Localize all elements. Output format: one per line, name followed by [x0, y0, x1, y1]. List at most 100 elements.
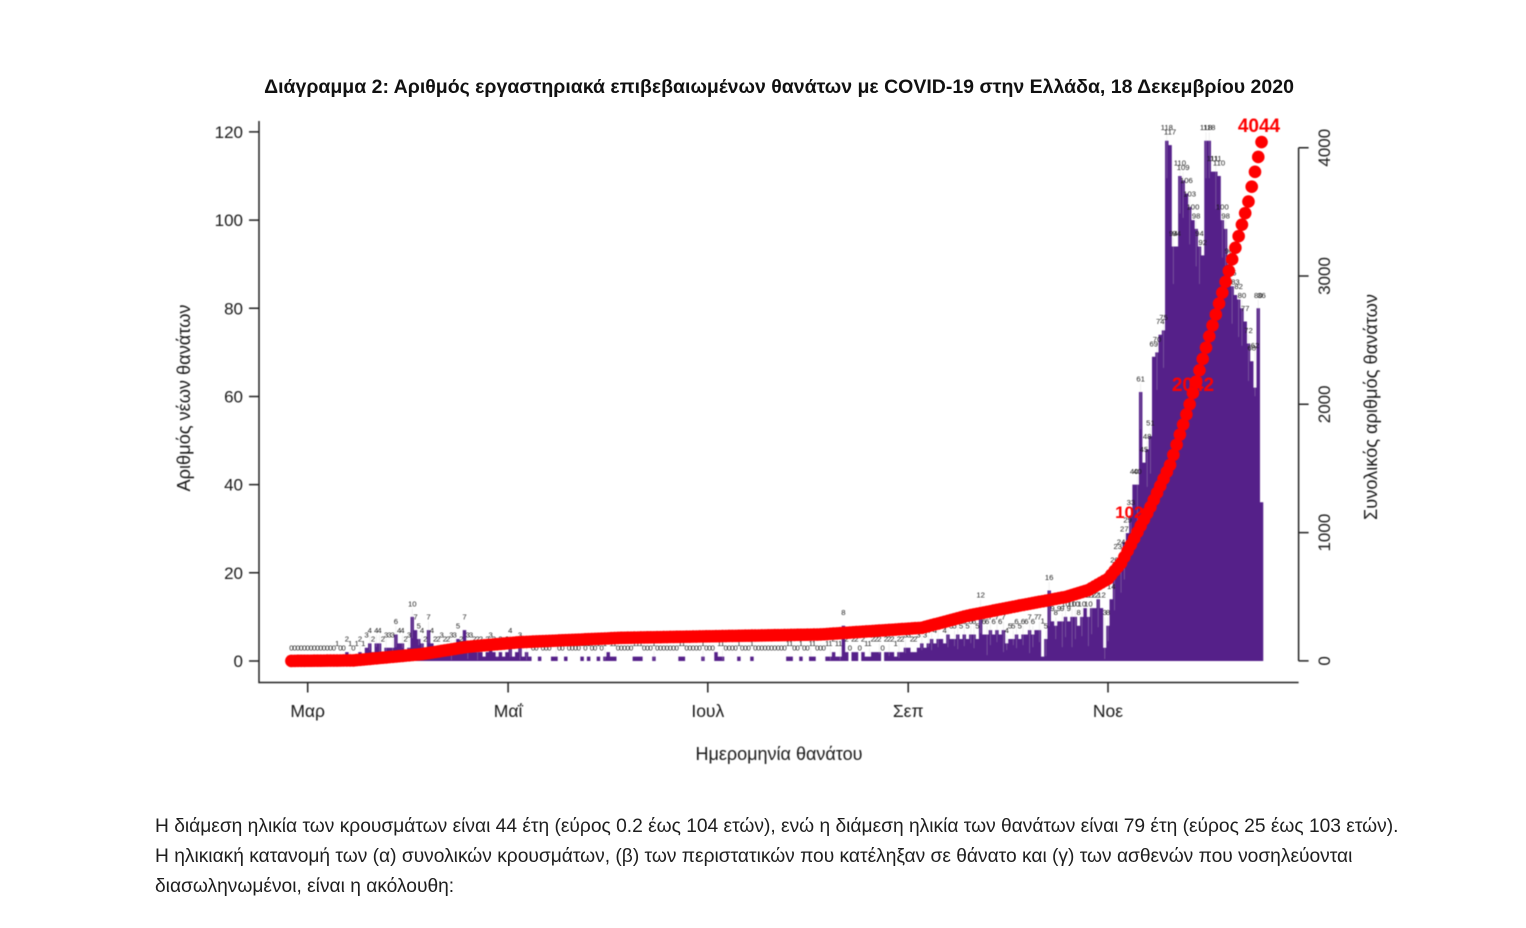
svg-text:70: 70	[1153, 335, 1162, 344]
svg-text:3: 3	[1103, 608, 1107, 617]
svg-text:2: 2	[459, 635, 463, 644]
svg-text:0: 0	[776, 644, 780, 653]
svg-text:0: 0	[619, 644, 623, 653]
svg-text:0: 0	[583, 644, 587, 653]
svg-text:0: 0	[306, 644, 310, 653]
svg-text:2: 2	[345, 635, 349, 644]
svg-text:1: 1	[867, 639, 871, 648]
svg-text:0: 0	[547, 644, 551, 653]
svg-text:8: 8	[841, 608, 845, 617]
svg-text:80: 80	[1254, 291, 1263, 300]
svg-text:20: 20	[224, 564, 243, 583]
svg-text:0: 0	[570, 644, 574, 653]
svg-text:0: 0	[590, 644, 594, 653]
svg-text:68: 68	[1247, 344, 1256, 353]
svg-text:2: 2	[436, 635, 440, 644]
svg-text:0: 0	[531, 644, 535, 653]
svg-text:12: 12	[1091, 591, 1100, 600]
svg-text:98: 98	[1221, 211, 1230, 220]
svg-text:9: 9	[1067, 604, 1071, 613]
svg-text:4: 4	[400, 626, 405, 635]
svg-text:4: 4	[374, 626, 379, 635]
svg-text:7: 7	[1001, 613, 1005, 622]
svg-text:3: 3	[439, 630, 443, 639]
svg-text:0: 0	[649, 644, 653, 653]
svg-text:29: 29	[1123, 516, 1132, 525]
svg-text:0: 0	[567, 644, 571, 653]
svg-text:0: 0	[302, 644, 306, 653]
svg-text:0: 0	[577, 644, 581, 653]
svg-text:0: 0	[711, 644, 715, 653]
svg-text:5: 5	[456, 621, 460, 630]
svg-text:0: 0	[769, 644, 773, 653]
svg-text:3: 3	[453, 630, 457, 639]
svg-text:7: 7	[413, 613, 417, 622]
svg-text:2: 2	[890, 635, 894, 644]
svg-text:45: 45	[1140, 445, 1149, 454]
svg-text:0: 0	[747, 644, 751, 653]
svg-text:0: 0	[704, 644, 708, 653]
svg-text:0: 0	[792, 644, 796, 653]
svg-text:117: 117	[1164, 128, 1176, 137]
svg-text:1: 1	[789, 639, 793, 648]
svg-text:0: 0	[668, 644, 672, 653]
svg-text:40: 40	[1130, 467, 1139, 476]
svg-text:0: 0	[684, 644, 688, 653]
svg-text:92: 92	[1198, 238, 1207, 247]
svg-text:0: 0	[1315, 656, 1334, 665]
svg-text:0: 0	[698, 644, 702, 653]
svg-text:3: 3	[407, 630, 411, 639]
svg-text:118: 118	[1161, 123, 1173, 132]
svg-text:2: 2	[433, 635, 437, 644]
svg-text:1: 1	[720, 639, 724, 648]
svg-text:0: 0	[782, 644, 786, 653]
svg-text:0: 0	[593, 644, 597, 653]
svg-text:7: 7	[1034, 613, 1038, 622]
svg-text:1: 1	[681, 639, 685, 648]
svg-text:12: 12	[976, 591, 985, 600]
svg-text:2: 2	[887, 635, 891, 644]
svg-text:111: 111	[1207, 154, 1219, 163]
svg-text:0: 0	[773, 644, 777, 653]
svg-text:6: 6	[394, 617, 398, 626]
svg-text:0: 0	[573, 644, 577, 653]
svg-text:1: 1	[652, 639, 656, 648]
svg-text:24: 24	[1117, 538, 1126, 547]
svg-text:94: 94	[1169, 229, 1178, 238]
svg-text:36: 36	[1257, 291, 1266, 300]
svg-text:0: 0	[642, 644, 646, 653]
svg-text:0: 0	[296, 644, 300, 653]
svg-text:0: 0	[616, 644, 620, 653]
svg-text:118: 118	[1203, 123, 1215, 132]
svg-text:9: 9	[1050, 604, 1054, 613]
svg-text:100: 100	[1187, 203, 1200, 212]
svg-text:0: 0	[743, 644, 747, 653]
svg-text:0: 0	[848, 644, 852, 653]
svg-text:0: 0	[802, 644, 806, 653]
svg-text:0: 0	[753, 644, 757, 653]
svg-text:0: 0	[312, 644, 316, 653]
svg-text:0: 0	[557, 644, 561, 653]
svg-text:4: 4	[377, 626, 382, 635]
svg-text:6: 6	[982, 617, 986, 626]
svg-text:0: 0	[727, 644, 731, 653]
svg-text:0: 0	[688, 644, 692, 653]
svg-text:0: 0	[328, 644, 332, 653]
svg-text:1: 1	[348, 639, 352, 648]
svg-text:103: 103	[1183, 189, 1196, 198]
svg-text:4044: 4044	[1238, 116, 1281, 137]
svg-text:12: 12	[1097, 591, 1106, 600]
svg-text:40: 40	[1133, 467, 1142, 476]
svg-text:4: 4	[420, 626, 425, 635]
svg-text:2: 2	[913, 635, 917, 644]
svg-text:109: 109	[1177, 163, 1190, 172]
svg-text:120: 120	[215, 123, 243, 142]
svg-text:5: 5	[1008, 621, 1012, 630]
svg-text:0: 0	[818, 644, 822, 653]
svg-text:Ιουλ: Ιουλ	[691, 701, 724, 721]
svg-text:1: 1	[835, 639, 839, 648]
svg-text:9: 9	[1060, 604, 1064, 613]
svg-text:10: 10	[1068, 599, 1077, 608]
svg-text:110: 110	[1174, 159, 1186, 168]
svg-text:5: 5	[1044, 621, 1048, 630]
